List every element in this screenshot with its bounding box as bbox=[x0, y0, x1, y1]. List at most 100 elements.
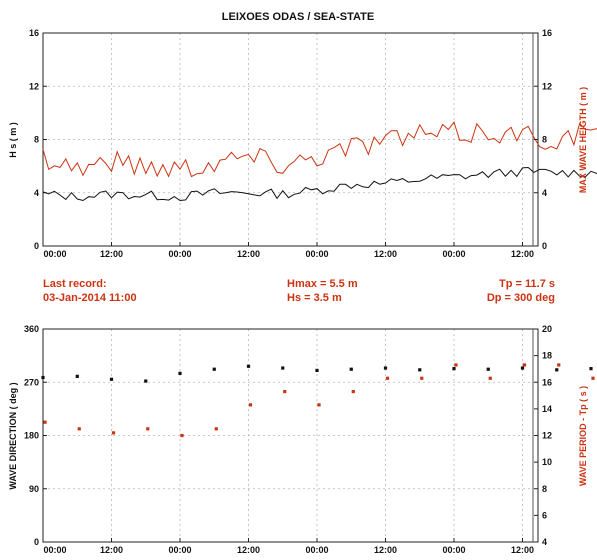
direction-point bbox=[452, 367, 456, 371]
y2-tick-label: 4 bbox=[542, 537, 547, 547]
period-point bbox=[214, 427, 218, 431]
y2-tick-label: 6 bbox=[542, 510, 547, 520]
period-point bbox=[385, 376, 390, 380]
y-tick-label: 90 bbox=[29, 484, 39, 494]
period-point bbox=[522, 363, 527, 367]
period-point bbox=[454, 363, 458, 367]
x-tick-label: 00:00 bbox=[305, 545, 328, 555]
x-tick-label: 12:00 bbox=[237, 545, 260, 555]
wave-height-grid bbox=[43, 33, 538, 246]
x-tick-label: 00:00 bbox=[43, 249, 66, 259]
period-point bbox=[488, 376, 492, 380]
period-point bbox=[111, 431, 116, 435]
period-point bbox=[146, 427, 150, 431]
y-tick-label: 16 bbox=[29, 28, 39, 38]
direction-point bbox=[349, 367, 353, 371]
y-tick-label: 0 bbox=[34, 537, 39, 547]
x-tick-label: 12:00 bbox=[511, 249, 534, 259]
max-wave-axis-ticks: 0 4 8 12 16 bbox=[534, 28, 552, 251]
y2-tick-label: 12 bbox=[542, 431, 552, 441]
y2-tick-label: 0 bbox=[542, 241, 547, 251]
direction-axis-ticks: 0 90 180 270 360 bbox=[24, 324, 47, 547]
direction-point bbox=[315, 368, 319, 373]
y-tick-label: 0 bbox=[34, 241, 39, 251]
hmax-value: Hmax = 5.5 m bbox=[287, 278, 358, 290]
period-point bbox=[283, 389, 287, 394]
direction-point bbox=[75, 374, 79, 378]
y-tick-label: 4 bbox=[34, 188, 39, 198]
y2-tick-label: 4 bbox=[542, 188, 547, 198]
period-axis-ticks: 4 6 8 10 12 14 16 18 20 bbox=[534, 324, 552, 547]
x-tick-label: 00:00 bbox=[43, 545, 66, 555]
y-tick-label: 8 bbox=[34, 135, 39, 145]
hs-axis-label: H s ( m ) bbox=[8, 122, 18, 158]
wave-height-time-ticks: 00:00 12:00 00:00 12:00 00:00 12:00 00:00 12:00 bbox=[42, 242, 534, 259]
y2-tick-label: 16 bbox=[542, 377, 552, 387]
x-tick-label: 12:00 bbox=[374, 249, 397, 259]
direction-point bbox=[589, 367, 593, 371]
x-tick-label: 12:00 bbox=[100, 249, 123, 259]
direction-point bbox=[109, 377, 114, 381]
tp-value: Tp = 11.7 s bbox=[499, 278, 555, 290]
y-tick-label: 180 bbox=[24, 431, 39, 441]
hs-axis-ticks: 0 4 8 12 16 bbox=[29, 28, 47, 251]
y2-tick-label: 18 bbox=[542, 351, 552, 361]
period-point bbox=[248, 403, 253, 407]
period-point bbox=[591, 376, 595, 380]
x-tick-label: 00:00 bbox=[442, 249, 465, 259]
last-record-label: Last record: bbox=[43, 278, 107, 290]
wave-direction-series bbox=[41, 363, 595, 438]
x-tick-label: 00:00 bbox=[442, 545, 465, 555]
x-tick-label: 12:00 bbox=[237, 249, 260, 259]
direction-point bbox=[41, 375, 45, 380]
direction-point bbox=[178, 371, 182, 375]
wave-direction-grid bbox=[43, 329, 538, 542]
max-wave-axis-label: MAX WAVE HEIGTH ( m ) bbox=[578, 87, 588, 193]
direction-point bbox=[281, 366, 285, 370]
max-wave-series-line bbox=[42, 121, 597, 178]
figure-title: LEIXOES ODAS / SEA-STATE bbox=[222, 11, 374, 23]
hs-value: Hs = 3.5 m bbox=[287, 292, 342, 304]
y2-tick-label: 10 bbox=[542, 457, 552, 467]
dp-value: Dp = 300 deg bbox=[487, 292, 555, 304]
y2-tick-label: 12 bbox=[542, 81, 552, 91]
direction-point bbox=[418, 368, 422, 372]
y2-tick-label: 8 bbox=[542, 484, 547, 494]
direction-point bbox=[246, 364, 251, 368]
direction-point bbox=[555, 368, 559, 372]
x-tick-label: 12:00 bbox=[100, 545, 123, 555]
x-tick-label: 00:00 bbox=[168, 249, 191, 259]
period-point bbox=[351, 389, 355, 394]
y-tick-label: 360 bbox=[24, 324, 39, 334]
period-point bbox=[77, 427, 81, 431]
hs-series-line bbox=[42, 166, 597, 202]
wave-height-series bbox=[42, 121, 597, 202]
y2-tick-label: 20 bbox=[542, 324, 552, 334]
last-record-value: 03-Jan-2014 11:00 bbox=[43, 292, 137, 304]
direction-point bbox=[486, 367, 490, 371]
direction-point bbox=[383, 366, 388, 370]
y-tick-label: 270 bbox=[24, 377, 39, 387]
y2-tick-label: 16 bbox=[542, 28, 552, 38]
y2-tick-label: 8 bbox=[542, 135, 547, 145]
x-tick-label: 12:00 bbox=[511, 545, 534, 555]
wave-direction-time-ticks: 00:00 12:00 00:00 12:00 00:00 12:00 00:00 12:00 bbox=[42, 538, 534, 555]
period-point bbox=[317, 403, 321, 407]
period-point bbox=[180, 433, 184, 438]
period-point bbox=[420, 376, 424, 380]
period-axis-label: WAVE PERIOD - Tp ( s ) bbox=[578, 386, 588, 486]
direction-point bbox=[144, 379, 148, 383]
direction-axis-label: WAVE DIRECTION ( deg ) bbox=[8, 382, 18, 489]
x-tick-label: 12:00 bbox=[374, 545, 397, 555]
last-record-info: Last record: 03-Jan-2014 11:00 Hmax = 5.… bbox=[43, 278, 555, 304]
y-tick-label: 12 bbox=[29, 81, 39, 91]
period-point bbox=[557, 363, 561, 367]
direction-point bbox=[520, 366, 525, 370]
x-tick-label: 00:00 bbox=[168, 545, 191, 555]
direction-point bbox=[212, 367, 216, 371]
y2-tick-label: 14 bbox=[542, 404, 552, 414]
x-tick-label: 00:00 bbox=[305, 249, 328, 259]
